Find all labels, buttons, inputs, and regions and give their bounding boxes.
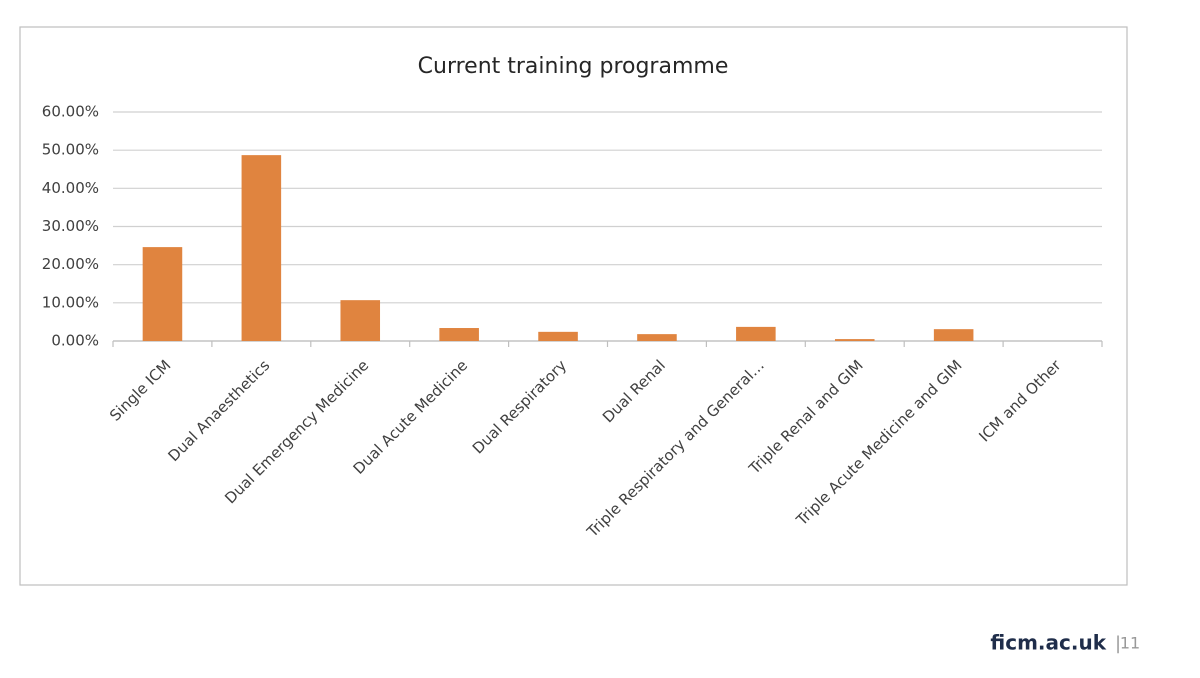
bar [538, 331, 578, 341]
chart-title: Current training programme [418, 54, 729, 79]
y-tick-label: 40.00% [42, 179, 99, 197]
y-tick-label: 30.00% [42, 217, 99, 235]
bar [439, 328, 479, 341]
y-tick-label: 10.00% [42, 293, 99, 311]
bar [340, 300, 381, 341]
bar [142, 247, 183, 341]
bar [637, 334, 677, 341]
y-tick-label: 50.00% [42, 141, 99, 159]
footer-site: ficm.ac.uk [990, 631, 1106, 655]
bar [241, 155, 282, 341]
bar [834, 339, 875, 341]
y-tick-label: 20.00% [42, 255, 99, 273]
footer-separator: | [1115, 633, 1121, 654]
y-tick-label: 60.00% [42, 103, 99, 121]
chart-frame [19, 26, 1128, 586]
y-tick-label: 0.00% [51, 332, 99, 350]
footer-page: 11 [1120, 634, 1140, 653]
bar [933, 329, 974, 341]
bar [736, 326, 776, 341]
